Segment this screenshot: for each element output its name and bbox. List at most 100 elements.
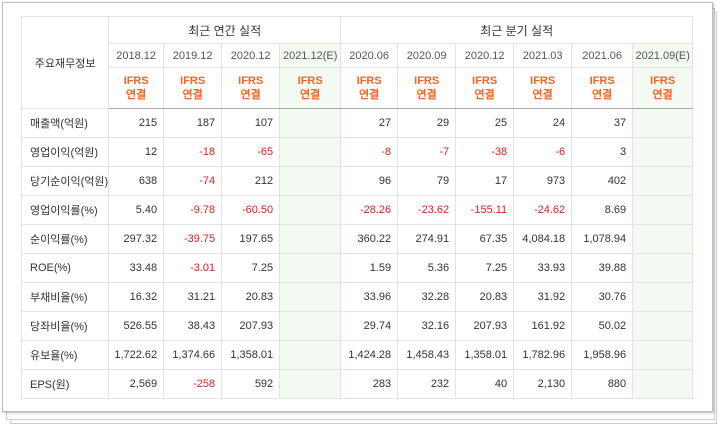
table-cell xyxy=(632,311,694,341)
table-cell: 1,358.01 xyxy=(221,340,281,370)
table-cell: -28.26 xyxy=(340,195,399,225)
accounting-standard: IFRS 연결 xyxy=(455,67,515,109)
row-label: EPS(원) xyxy=(21,369,110,399)
row-label: ROE(%) xyxy=(21,253,110,283)
table-row: 순이익률(%) 297.32 -39.75 197.65 360.22 274.91 67.… xyxy=(21,224,694,254)
period-header: 2021.06 xyxy=(571,43,634,68)
row-label: 순이익률(%) xyxy=(21,224,110,254)
table-cell: 526.55 xyxy=(108,311,165,341)
table-cell xyxy=(279,340,342,370)
table-cell: -3.01 xyxy=(163,253,223,283)
table-cell: 20.83 xyxy=(221,282,281,312)
row-label: 유보율(%) xyxy=(21,340,110,370)
table-cell: 33.93 xyxy=(513,253,573,283)
table-cell: 360.22 xyxy=(340,224,399,254)
table-cell: 50.02 xyxy=(571,311,634,341)
table-cell: 207.93 xyxy=(455,311,515,341)
table-cell: 96 xyxy=(340,166,399,196)
table-cell xyxy=(279,108,342,138)
table-cell xyxy=(632,369,694,399)
table-cell: 16.32 xyxy=(108,282,165,312)
table-cell xyxy=(279,253,342,283)
table-cell: 1,424.28 xyxy=(340,340,399,370)
table-row: 당기순이익(억원) 638 -74 212 96 79 17 973 402 xyxy=(21,166,694,196)
table-cell: -7 xyxy=(397,137,457,167)
table-cell: 1,374.66 xyxy=(163,340,223,370)
period-header: 2021.12(E) xyxy=(279,43,342,68)
table-cell xyxy=(632,195,694,225)
period-header: 2021.03 xyxy=(513,43,573,68)
table-cell: -18 xyxy=(163,137,223,167)
table-cell: 1,358.01 xyxy=(455,340,515,370)
accounting-standard: IFRS 연결 xyxy=(221,67,281,109)
table-cell: 39.88 xyxy=(571,253,634,283)
table-cell: 2,569 xyxy=(108,369,165,399)
table-row: 유보율(%) 1,722.62 1,374.66 1,358.01 1,424.28 1,… xyxy=(21,340,694,370)
table-cell: 973 xyxy=(513,166,573,196)
table-cell: 79 xyxy=(397,166,457,196)
accounting-standard: IFRS 연결 xyxy=(571,67,634,109)
table-cell: 592 xyxy=(221,369,281,399)
row-label: 매출액(억원) xyxy=(21,108,110,138)
table-cell: -24.62 xyxy=(513,195,573,225)
table-cell: 31.21 xyxy=(163,282,223,312)
table-cell: 7.25 xyxy=(221,253,281,283)
table-cell xyxy=(632,108,694,138)
table-cell: 107 xyxy=(221,108,281,138)
period-header: 2020.12 xyxy=(455,43,515,68)
table-cell: 1.59 xyxy=(340,253,399,283)
table-cell: 880 xyxy=(571,369,634,399)
table-cell xyxy=(632,137,694,167)
table-cell: 1,782.96 xyxy=(513,340,573,370)
table-row: EPS(원) 2,569 -258 592 283 232 40 2,130 880 xyxy=(21,369,694,399)
table-cell xyxy=(279,311,342,341)
table-cell: 197.65 xyxy=(221,224,281,254)
table-cell: 67.35 xyxy=(455,224,515,254)
table-cell: 187 xyxy=(163,108,223,138)
table-cell: -8 xyxy=(340,137,399,167)
table-cell: 7.25 xyxy=(455,253,515,283)
table-cell: 207.93 xyxy=(221,311,281,341)
table-cell: 32.28 xyxy=(397,282,457,312)
table-cell: 232 xyxy=(397,369,457,399)
row-label: 부채비율(%) xyxy=(21,282,110,312)
accounting-standard: IFRS 연결 xyxy=(279,67,342,109)
row-label: 영업이익(억원) xyxy=(21,137,110,167)
table-cell xyxy=(632,282,694,312)
table-cell xyxy=(632,166,694,196)
table-cell: 212 xyxy=(221,166,281,196)
accounting-standard: IFRS 연결 xyxy=(340,67,399,109)
table-cell xyxy=(279,137,342,167)
table-cell: 283 xyxy=(340,369,399,399)
table-cell: -258 xyxy=(163,369,223,399)
accounting-standard: IFRS 연결 xyxy=(397,67,457,109)
table-cell xyxy=(632,253,694,283)
table-cell: 29 xyxy=(397,108,457,138)
table-cell xyxy=(279,282,342,312)
table-cell: 1,458.43 xyxy=(397,340,457,370)
annual-section-title: 최근 연간 실적 xyxy=(108,16,342,44)
table-cell: 297.32 xyxy=(108,224,165,254)
table-cell: 32.16 xyxy=(397,311,457,341)
row-label: 당기순이익(억원) xyxy=(21,166,110,196)
table-cell: 5.40 xyxy=(108,195,165,225)
table-cell xyxy=(632,340,694,370)
period-header: 2020.09 xyxy=(397,43,457,68)
table-cell: -155.11 xyxy=(455,195,515,225)
table-row: 부채비율(%) 16.32 31.21 20.83 33.96 32.28 20.83 31.… xyxy=(21,282,694,312)
financial-summary-panel: 주요재무정보 최근 연간 실적 최근 분기 실적 2018.12 2019.12 2… xyxy=(2,2,713,412)
table-cell: 161.92 xyxy=(513,311,573,341)
table-cell xyxy=(632,224,694,254)
financial-summary-table: 주요재무정보 최근 연간 실적 최근 분기 실적 2018.12 2019.12 2… xyxy=(21,16,694,399)
table-cell: 37 xyxy=(571,108,634,138)
table-cell: 31.92 xyxy=(513,282,573,312)
table-cell: 20.83 xyxy=(455,282,515,312)
table-row: 영업이익률(%) 5.40 -9.78 -60.50 -28.26 -23.62 -155.… xyxy=(21,195,694,225)
table-cell: 33.96 xyxy=(340,282,399,312)
table-cell: 2,130 xyxy=(513,369,573,399)
table-row: 영업이익(억원) 12 -18 -65 -8 -7 -38 -6 3 xyxy=(21,137,694,167)
table-cell: 4,084.18 xyxy=(513,224,573,254)
table-cell: -39.75 xyxy=(163,224,223,254)
table-cell: 12 xyxy=(108,137,165,167)
table-cell: -65 xyxy=(221,137,281,167)
